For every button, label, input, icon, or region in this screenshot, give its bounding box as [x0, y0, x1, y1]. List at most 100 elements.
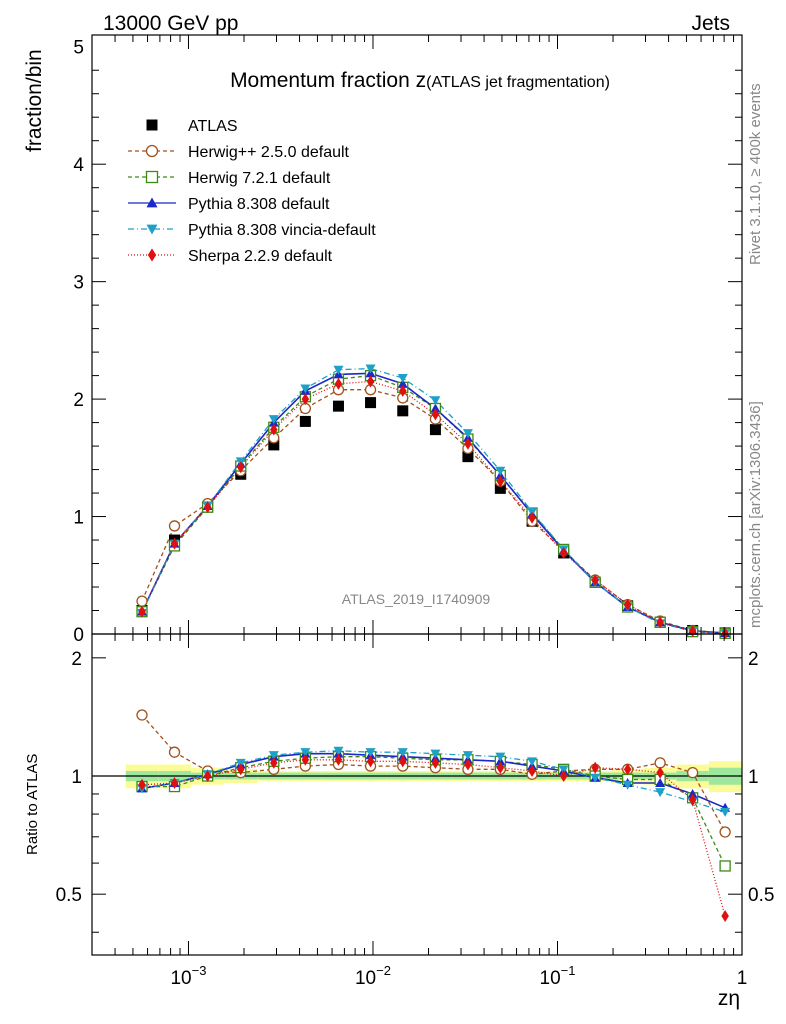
data-point	[462, 451, 474, 463]
mc-point	[270, 423, 278, 436]
ratio-point	[559, 770, 568, 783]
mc-point	[430, 403, 441, 413]
ratio-point	[496, 761, 505, 774]
main-panel: 0 1 2 3 4 5	[73, 34, 743, 646]
ratio-point	[591, 761, 599, 774]
data-point	[332, 400, 344, 412]
legend-label: Sherpa 2.2.9 default	[188, 248, 333, 265]
ratio-frame	[91, 633, 743, 956]
ratio-point	[654, 757, 666, 769]
legend-label: ATLAS	[188, 118, 238, 135]
mc-point	[431, 408, 440, 421]
analysis-id: ATLAS_2019_I1740909	[342, 591, 491, 607]
mc-point	[170, 537, 179, 550]
ratio-y-tick-label-right: 1	[748, 767, 759, 788]
ratio-point	[203, 770, 212, 783]
data-point	[494, 482, 506, 494]
mc-point	[591, 573, 599, 586]
ratio-point	[622, 780, 633, 790]
legend-item: ATLAS	[146, 118, 238, 135]
legend-label: Pythia 8.308 vincia-default	[188, 222, 376, 239]
ratio-point	[558, 765, 569, 775]
ratio-point	[399, 755, 407, 768]
x-tick-exponent: −3	[192, 963, 207, 978]
y-tick-label: 3	[73, 273, 84, 294]
mc-point	[333, 365, 344, 375]
ratio-panel: 0.5 0.5 1 1 2 2 10−3 10−2 10−1 1	[56, 633, 774, 989]
legend-marker	[146, 119, 158, 131]
ratio-point	[495, 752, 506, 762]
plot-title: Momentum fraction z(ATLAS jet fragmentat…	[230, 69, 610, 92]
ratio-y-tick-label: 1	[71, 767, 82, 788]
data-point	[397, 405, 409, 417]
ratio-point	[301, 753, 310, 766]
ratio-point	[719, 826, 731, 838]
legend-label: Pythia 8.308 default	[188, 196, 330, 213]
ratio-point	[268, 751, 279, 761]
mc-point	[528, 511, 536, 524]
ratio-point	[170, 776, 179, 789]
legend-marker	[146, 197, 158, 208]
x-tick-label: 1	[737, 968, 748, 989]
mc-point	[397, 378, 408, 388]
ratio-point	[686, 766, 699, 779]
mc-point	[268, 415, 279, 425]
mc-point	[464, 437, 472, 450]
mc-point	[366, 375, 375, 388]
ratio-point	[236, 763, 245, 776]
ratio-point	[334, 753, 343, 766]
ratio-point	[168, 746, 181, 758]
legend-marker	[145, 144, 159, 158]
y-tick-label: 4	[73, 155, 84, 176]
process-label: Jets	[691, 12, 730, 35]
mc-point	[462, 429, 473, 439]
ratio-point	[655, 788, 666, 798]
ratio-y-axis-title: Ratio to ATLAS	[24, 754, 41, 855]
ratio-point	[720, 807, 731, 817]
x-tick-exponent: −1	[561, 963, 576, 978]
ratio-point	[687, 788, 698, 798]
mc-point	[399, 384, 407, 397]
ratio-point	[688, 793, 697, 806]
ratio-point	[464, 758, 472, 771]
legend-item: Herwig 7.2.1 default	[128, 170, 331, 187]
ratio-point	[719, 860, 731, 872]
x-tick-exponent: −2	[376, 963, 391, 978]
legend: ATLAS Herwig++ 2.5.0 default Herwig 7.2.1 …	[128, 118, 376, 265]
main-y-axis-title: fraction/bin	[23, 49, 46, 152]
y-tick-label: 0	[73, 625, 84, 646]
ratio-markers	[138, 753, 729, 922]
mc-point	[236, 461, 245, 474]
mc-point	[623, 598, 632, 611]
mc-point	[136, 595, 148, 607]
x-axis-title: zη	[718, 987, 740, 1010]
mc-point	[301, 393, 310, 406]
data-point	[365, 397, 377, 409]
x-tick-label: 10−2	[355, 963, 391, 989]
mc-point	[559, 546, 568, 559]
ratio-point	[528, 764, 536, 777]
ratio-point	[431, 756, 440, 769]
mc-point	[168, 520, 181, 532]
legend-item: Pythia 8.308 vincia-default	[128, 222, 376, 239]
ratio-point	[527, 757, 538, 767]
ratio-point	[721, 909, 729, 922]
mc-point	[495, 466, 506, 476]
legend-label: Herwig++ 2.5.0 default	[188, 144, 350, 161]
data-point	[429, 424, 441, 436]
ratio-point	[138, 778, 146, 791]
y-tick-label: 1	[73, 508, 84, 529]
ratio-point	[397, 748, 408, 758]
legend-marker	[146, 224, 158, 235]
ratio-point	[300, 748, 311, 758]
ratio-y-tick-label: 0.5	[56, 885, 82, 906]
mc-point	[203, 501, 212, 514]
mc-point	[334, 377, 343, 390]
ratio-point	[270, 756, 278, 769]
legend-label: Herwig 7.2.1 default	[188, 170, 331, 187]
data-point	[268, 439, 280, 451]
y-tick-label: 2	[73, 390, 84, 411]
energy-label: 13000 GeV pp	[103, 12, 238, 35]
ratio-y-tick-label-right: 2	[748, 649, 759, 670]
